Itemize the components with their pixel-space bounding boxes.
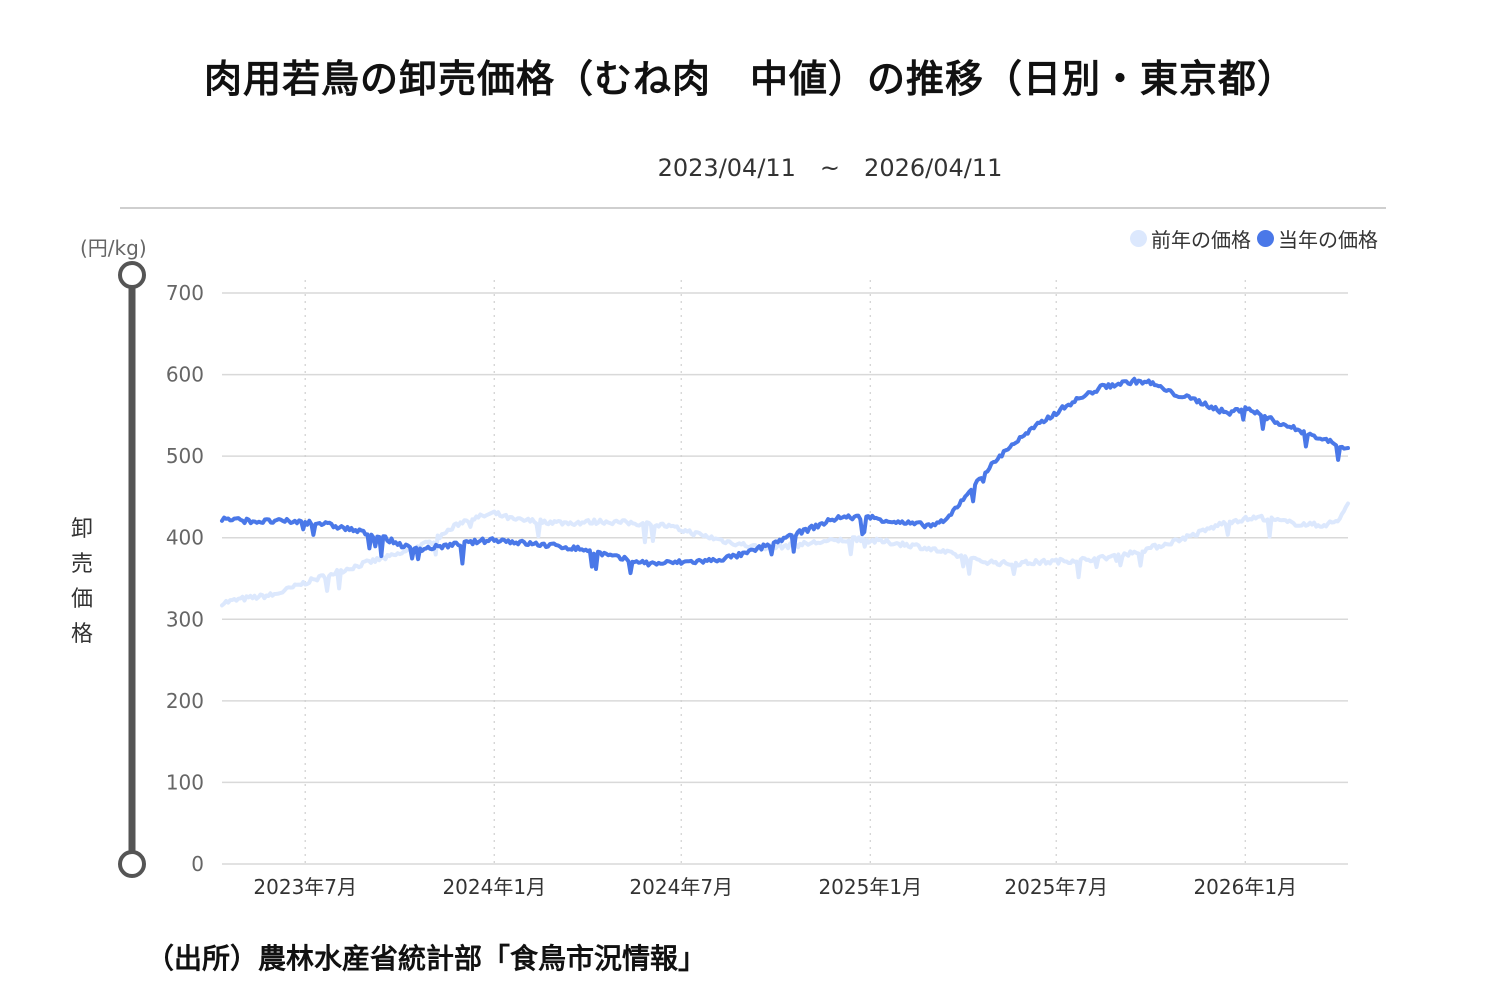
- legend-item-current[interactable]: 当年の価格: [1257, 224, 1378, 253]
- range-slider-bottom-handle[interactable]: [118, 850, 146, 878]
- x-tick-label: 2026年1月: [1193, 875, 1297, 899]
- range-slider[interactable]: [118, 261, 146, 878]
- y-axis-label-char: 卸: [70, 517, 93, 542]
- legend-label-previous: 前年の価格: [1151, 228, 1251, 252]
- legend-swatch-previous: [1130, 230, 1147, 247]
- series-line-current: [220, 376, 1350, 576]
- y-axis-label-char: 売: [70, 552, 93, 577]
- x-tick-label: 2024年7月: [629, 875, 733, 899]
- y-tick-label: 700: [166, 281, 204, 305]
- legend-swatch-current: [1257, 230, 1274, 247]
- grid: [222, 280, 1348, 865]
- x-tick-label: 2025年1月: [818, 875, 922, 899]
- y-tick-label: 0: [191, 852, 204, 876]
- date-range: 2023/04/11 ~ 2026/04/11: [657, 154, 1003, 182]
- range-slider-top-handle[interactable]: [118, 261, 146, 289]
- legend[interactable]: 前年の価格 当年の価格: [1130, 224, 1378, 253]
- y-tick-label: 300: [166, 607, 204, 631]
- y-axis-label-char: 格: [70, 622, 93, 647]
- x-tick-label: 2025年7月: [1004, 875, 1108, 899]
- x-ticks: 2023年7月 2024年1月 2024年7月 2025年1月 2025年7月 2026年…: [253, 875, 1297, 899]
- x-tick-label: 2024年1月: [442, 875, 546, 899]
- legend-item-previous[interactable]: 前年の価格: [1130, 224, 1251, 253]
- y-axis-label-char: 価: [70, 587, 93, 612]
- y-ticks: 0 100 200 300 400 500 600 700: [166, 281, 204, 876]
- series-lines: [220, 376, 1350, 608]
- legend-label-current: 当年の価格: [1278, 228, 1378, 252]
- y-tick-label: 400: [166, 526, 204, 550]
- y-axis-unit: (円/kg): [80, 236, 147, 260]
- chart-title: 肉用若鳥の卸売価格（むね肉 中値）の推移（日別・東京都）: [203, 57, 1296, 101]
- x-tick-label: 2023年7月: [253, 875, 357, 899]
- y-axis-label: 卸売価格: [68, 512, 96, 652]
- y-tick-label: 600: [166, 363, 204, 387]
- y-tick-label: 500: [166, 444, 204, 468]
- y-tick-label: 100: [166, 770, 204, 794]
- series-line-previous: [220, 501, 1350, 608]
- y-tick-label: 200: [166, 689, 204, 713]
- source-note: （出所）農林水産省統計部「食鳥市況情報」: [146, 942, 707, 975]
- header-divider: [120, 207, 1386, 209]
